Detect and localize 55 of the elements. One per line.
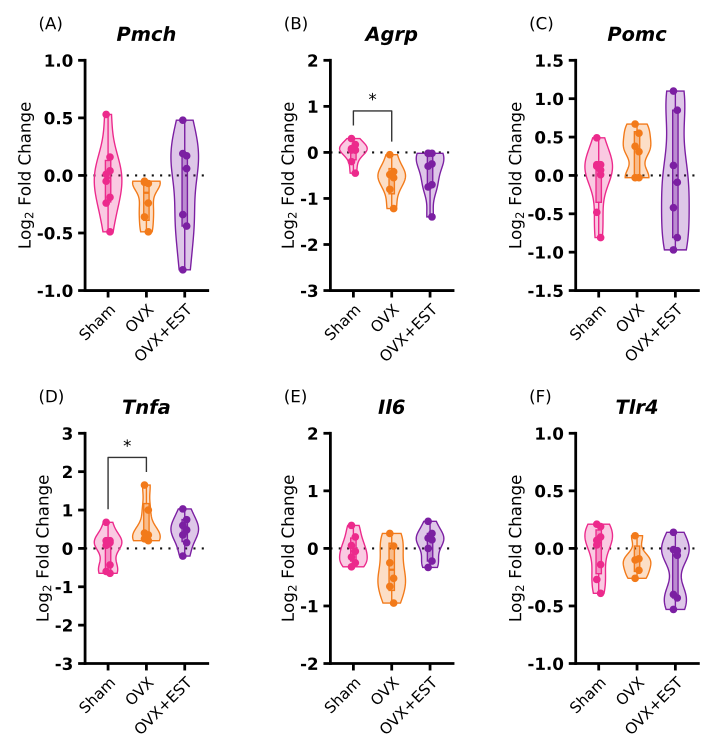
- chart-title: Tlr4: [616, 399, 658, 414]
- text: (D): [40, 390, 63, 404]
- y-tick-label: -3: [300, 284, 318, 298]
- y-tick-label: -0.5: [528, 208, 563, 220]
- y-tick-label: 0: [62, 542, 72, 555]
- y-tick-label: 3: [62, 427, 72, 440]
- text: (C): [530, 16, 552, 32]
- y-axis-title: Log$_{2}$ Fold Change: [18, 102, 34, 248]
- chart-title: Agrp: [364, 26, 418, 46]
- y-tick-label: 0.0: [535, 169, 564, 182]
- text: (B): [285, 16, 307, 32]
- y-tick-label: 1: [64, 504, 72, 516]
- y-tick-label: -0.5: [528, 600, 563, 613]
- y-axis-title: Log$_{2}$ Fold Change: [508, 476, 525, 621]
- annotation: *: [368, 92, 376, 100]
- y-tick-label: 0: [308, 146, 318, 159]
- y-tick-label: 0.0: [535, 542, 564, 555]
- y-tick-label: -2: [300, 657, 318, 670]
- y-axis-title: Log$_{2}$ Fold Change: [281, 102, 298, 248]
- y-tick-label: -1: [300, 192, 318, 205]
- chart-title: Pmch: [116, 26, 176, 42]
- text: (E): [285, 390, 306, 404]
- y-tick-label: 2: [62, 466, 72, 478]
- y-axis-title: Log$_{2}$ Fold Change: [281, 476, 298, 621]
- annotation: *: [124, 439, 131, 447]
- y-tick-label: 0.5: [44, 112, 72, 124]
- y-tick-label: 1: [308, 485, 318, 498]
- chart-title: Pomc: [608, 26, 667, 42]
- y-tick-label: 1.5: [536, 54, 563, 67]
- text: (A): [40, 16, 62, 32]
- y-tick-label: -1.0: [528, 246, 564, 259]
- y-tick-label: 0: [308, 542, 318, 555]
- y-tick-label: 0.5: [535, 484, 563, 498]
- y-tick-label: -1: [56, 580, 72, 594]
- y-tick-label: 1.0: [536, 92, 564, 106]
- chart-title: Tnfa: [122, 399, 170, 414]
- y-tick-label: -1.0: [528, 657, 564, 670]
- y-tick-label: -1: [300, 600, 318, 612]
- y-tick-label: -1.5: [528, 284, 563, 298]
- y-tick-label: 1.0: [46, 54, 72, 67]
- y-tick-label: -1.0: [38, 284, 72, 298]
- y-tick-label: 2: [308, 427, 318, 440]
- y-tick-label: -3: [56, 657, 72, 670]
- y-tick-label: -2: [300, 238, 318, 251]
- y-tick-label: 1: [308, 100, 318, 113]
- y-tick-label: -2: [56, 619, 72, 632]
- y-tick-label: 2: [308, 54, 318, 67]
- y-axis-title: Log$_{2}$ Fold Change: [36, 476, 52, 621]
- y-axis-title: Log$_{2}$ Fold Change: [508, 102, 525, 248]
- text: (F): [530, 390, 550, 404]
- y-tick-label: 0.0: [44, 169, 72, 182]
- y-tick-label: -0.5: [38, 226, 72, 240]
- chart-title: Il6: [378, 399, 405, 414]
- y-tick-label: 1.0: [536, 427, 564, 440]
- y-tick-label: 0.5: [535, 131, 563, 144]
